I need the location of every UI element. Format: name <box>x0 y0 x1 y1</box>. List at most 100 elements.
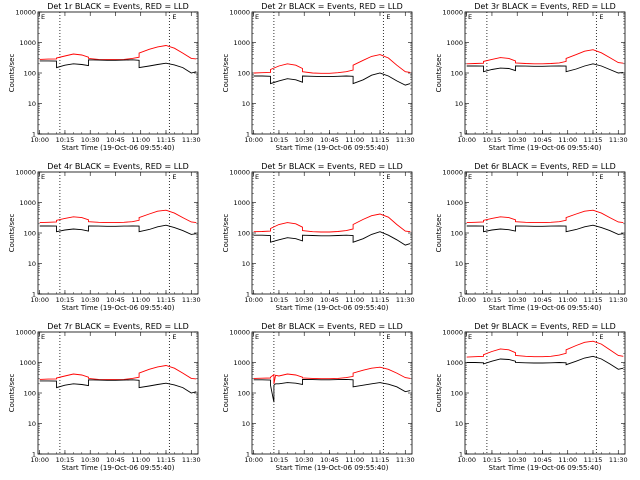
y-tick-label: 1 <box>246 451 250 459</box>
x-tick-label: 10:45 <box>320 136 339 144</box>
chart-title: Det 3r BLACK = Events, RED = LLD <box>474 2 616 11</box>
y-tick-label: 10000 <box>229 9 250 17</box>
y-tick-label: 10 <box>455 420 463 428</box>
y-tick-label: 100 <box>238 70 250 78</box>
x-axis-label: Start Time (19-Oct-06 09:55:40) <box>276 144 389 152</box>
y-tick-label: 10000 <box>229 169 250 177</box>
x-tick-label: 11:15 <box>157 296 176 304</box>
y-tick-label: 1 <box>32 131 36 139</box>
legend-glyph: E <box>599 13 603 21</box>
x-tick-label: 11:30 <box>396 296 415 304</box>
legend-glyph: E <box>255 333 259 341</box>
series-line-events <box>39 379 197 394</box>
y-tick-label: 1000 <box>19 199 36 207</box>
plot-frame <box>37 331 199 455</box>
x-tick-label: 11:15 <box>371 136 390 144</box>
legend-glyph: E <box>386 13 390 21</box>
y-tick-label: 10000 <box>442 169 463 177</box>
chart-title: Det 9r BLACK = Events, RED = LLD <box>474 322 616 331</box>
legend-glyph: E <box>468 13 472 21</box>
y-axis-label: Counts/sec <box>435 214 443 253</box>
legend-glyph: E <box>599 333 603 341</box>
x-tick-label: 11:30 <box>609 456 628 464</box>
chart-title: Det 2r BLACK = Events, RED = LLD <box>261 2 403 11</box>
x-tick-label: 11:30 <box>609 296 628 304</box>
x-tick-label: 10:45 <box>106 456 125 464</box>
plot-frame <box>251 331 413 455</box>
y-axis-label: Counts/sec <box>8 54 16 93</box>
y-tick-label: 1 <box>246 131 250 139</box>
y-axis-label: Counts/sec <box>222 214 230 253</box>
chart-panel: Det 8r BLACK = Events, RED = LLD 1 10 100 10… <box>222 322 415 472</box>
x-tick-label: 10:45 <box>533 136 552 144</box>
series-line-lld <box>466 209 624 224</box>
x-tick-label: 10:30 <box>81 136 100 144</box>
x-tick-label: 11:30 <box>182 296 201 304</box>
x-axis-label: Start Time (19-Oct-06 09:55:40) <box>489 144 602 152</box>
y-tick-label: 100 <box>238 230 250 238</box>
series-line-events <box>466 224 624 235</box>
x-axis-label: Start Time (19-Oct-06 09:55:40) <box>489 304 602 312</box>
x-tick-label: 11:15 <box>157 136 176 144</box>
y-axis-label: Counts/sec <box>222 54 230 93</box>
series-line-events <box>39 224 197 235</box>
series-line-lld <box>253 213 411 233</box>
x-tick-label: 10:00 <box>30 456 49 464</box>
x-tick-label: 10:00 <box>244 456 263 464</box>
legend-glyph: E <box>255 13 259 21</box>
series-line-events <box>253 231 411 246</box>
x-tick-label: 10:15 <box>483 456 502 464</box>
y-tick-label: 100 <box>451 230 463 238</box>
x-tick-label: 11:00 <box>558 456 577 464</box>
x-axis-label: Start Time (19-Oct-06 09:55:40) <box>62 464 175 472</box>
series-line-lld <box>253 54 411 74</box>
legend-glyph: E <box>599 173 603 181</box>
x-tick-label: 10:00 <box>244 296 263 304</box>
x-tick-label: 11:00 <box>558 296 577 304</box>
y-tick-label: 1000 <box>19 39 36 47</box>
y-tick-label: 1000 <box>446 199 463 207</box>
x-tick-label: 10:45 <box>320 296 339 304</box>
legend-glyph: E <box>41 333 45 341</box>
series-line-lld <box>466 49 624 65</box>
y-tick-label: 1 <box>32 291 36 299</box>
x-tick-label: 10:45 <box>106 136 125 144</box>
x-tick-label: 11:30 <box>182 456 201 464</box>
x-tick-label: 10:15 <box>483 136 502 144</box>
y-tick-label: 10 <box>28 100 36 108</box>
series-line-events <box>253 72 411 86</box>
y-tick-label: 1 <box>459 131 463 139</box>
x-tick-label: 10:45 <box>106 296 125 304</box>
legend-glyph: E <box>386 173 390 181</box>
x-tick-label: 10:45 <box>533 296 552 304</box>
x-tick-label: 10:30 <box>81 456 100 464</box>
x-tick-label: 11:15 <box>584 296 603 304</box>
x-tick-label: 11:30 <box>182 136 201 144</box>
y-tick-label: 10000 <box>229 329 250 337</box>
y-tick-label: 1000 <box>446 359 463 367</box>
y-tick-label: 100 <box>24 230 36 238</box>
legend-glyph: E <box>172 333 176 341</box>
legend-glyph: E <box>386 333 390 341</box>
x-axis-label: Start Time (19-Oct-06 09:55:40) <box>276 464 389 472</box>
chart-title: Det 1r BLACK = Events, RED = LLD <box>47 2 189 11</box>
x-tick-label: 11:15 <box>371 456 390 464</box>
legend-glyph: E <box>172 173 176 181</box>
x-axis-label: Start Time (19-Oct-06 09:55:40) <box>62 304 175 312</box>
x-tick-label: 10:15 <box>56 136 75 144</box>
y-tick-label: 1000 <box>233 359 250 367</box>
x-tick-label: 10:30 <box>508 456 527 464</box>
series-line-events <box>253 378 411 403</box>
y-tick-label: 1 <box>459 291 463 299</box>
y-tick-label: 1000 <box>446 39 463 47</box>
plot-frame <box>37 171 199 295</box>
x-tick-label: 11:30 <box>609 136 628 144</box>
legend-glyph: E <box>255 173 259 181</box>
chart-panel: Det 6r BLACK = Events, RED = LLD 1 10 100 10… <box>435 162 628 312</box>
x-tick-label: 11:30 <box>396 456 415 464</box>
x-tick-label: 11:00 <box>131 296 150 304</box>
x-tick-label: 10:45 <box>320 456 339 464</box>
legend-glyph: E <box>41 173 45 181</box>
chart-title: Det 7r BLACK = Events, RED = LLD <box>47 322 189 331</box>
